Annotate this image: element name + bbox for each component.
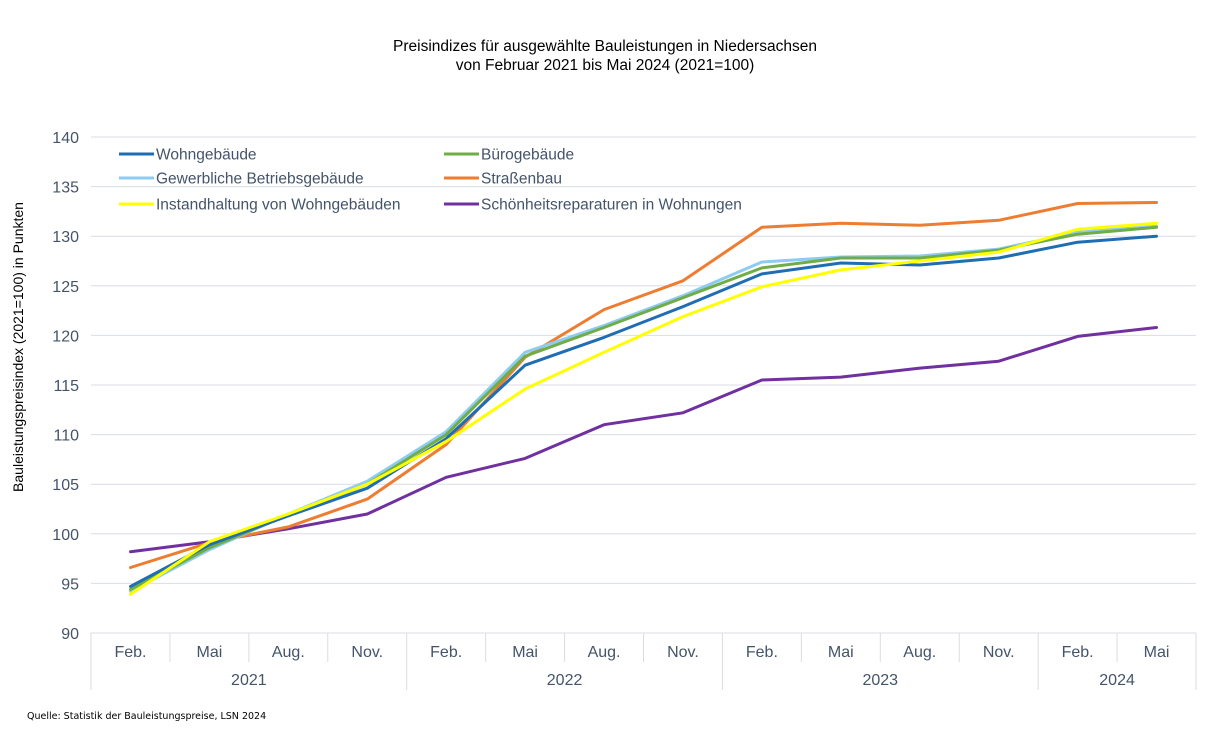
legend-item: Gewerbliche Betriebsgebäude [119, 171, 364, 188]
legend-item: Bürogebäude [444, 147, 574, 164]
series-line-gewerbliche-betriebsgebäude [129, 224, 1158, 593]
series-lines [129, 201, 1158, 596]
legend-item: Straßenbau [444, 171, 562, 188]
x-tick-label: Feb. [114, 644, 146, 661]
chart-title-line-1: Preisindizes für ausgewählte Bauleistung… [393, 38, 817, 55]
y-tick-label: 120 [52, 328, 79, 345]
x-tick-label: Nov. [983, 644, 1015, 661]
legend-label: Gewerbliche Betriebsgebäude [156, 171, 364, 188]
legend-item: Wohngebäude [119, 147, 257, 164]
x-tick-label: Feb. [430, 644, 462, 661]
x-year-label: 2022 [547, 672, 583, 689]
x-year-label: 2023 [862, 672, 898, 689]
series-line-wohngebäude [129, 234, 1158, 588]
x-tick-label: Feb. [746, 644, 778, 661]
x-axis: Feb. Mai Aug. Nov. Feb. Mai Aug. Nov. Feb. Mai Aug… [90, 632, 1197, 690]
x-tick-label: Nov. [667, 644, 699, 661]
y-tick-label: 125 [52, 279, 79, 296]
x-tick-label: Nov. [351, 644, 383, 661]
y-axis: 90 95 100 105 110 115 120 125 130 135 140 [52, 130, 79, 643]
y-tick-label: 100 [52, 527, 79, 544]
x-tick-label: Mai [512, 644, 538, 661]
chart-subtitle: von Februar 2021 bis Mai 2024 (2021=100) [455, 57, 755, 74]
legend-label: Bürogebäude [481, 147, 574, 164]
source-note: Quelle: Statistik der Bauleistungspreise… [27, 711, 267, 722]
legend-label: Wohngebäude [156, 147, 257, 164]
y-tick-label: 115 [53, 378, 79, 395]
x-tick-label: Feb. [1062, 644, 1094, 661]
y-tick-label: 95 [61, 576, 79, 593]
x-tick-label: Aug. [272, 644, 305, 661]
legend-item: Schönheitsreparaturen in Wohnungen [444, 197, 742, 214]
y-tick-label: 90 [61, 626, 79, 643]
chart-title: Preisindizes für ausgewählte Bauleistung… [0, 37, 1210, 75]
x-tick-label: Aug. [588, 644, 621, 661]
x-tick-label: Mai [197, 644, 223, 661]
legend: Wohngebäude Bürogebäude Gewerbliche Betrie… [119, 147, 742, 214]
legend-item: Instandhaltung von Wohngebäuden [119, 197, 400, 214]
legend-label: Schönheitsreparaturen in Wohnungen [481, 197, 742, 214]
y-axis-title: Bauleistungspreisindex (2021=100) in Pun… [10, 202, 26, 492]
gridlines [91, 136, 1196, 584]
y-tick-label: 140 [52, 130, 79, 147]
series-line-bürogebäude [129, 225, 1158, 591]
legend-label: Instandhaltung von Wohngebäuden [156, 197, 400, 214]
y-tick-label: 110 [53, 428, 79, 445]
series-line-instandhaltung-von-wohngebäuden [129, 221, 1158, 596]
x-year-label: 2024 [1099, 672, 1135, 689]
y-tick-label: 135 [52, 180, 79, 197]
x-year-label: 2021 [231, 672, 267, 689]
legend-label: Straßenbau [481, 171, 562, 188]
series-line-schönheitsreparaturen-in-wohnungen [129, 326, 1158, 554]
series-line-straßenbau [129, 201, 1158, 569]
x-tick-label: Mai [828, 644, 854, 661]
x-tick-label: Aug. [903, 644, 936, 661]
y-tick-label: 130 [52, 229, 79, 246]
x-tick-label: Mai [1144, 644, 1170, 661]
y-tick-label: 105 [52, 477, 79, 494]
